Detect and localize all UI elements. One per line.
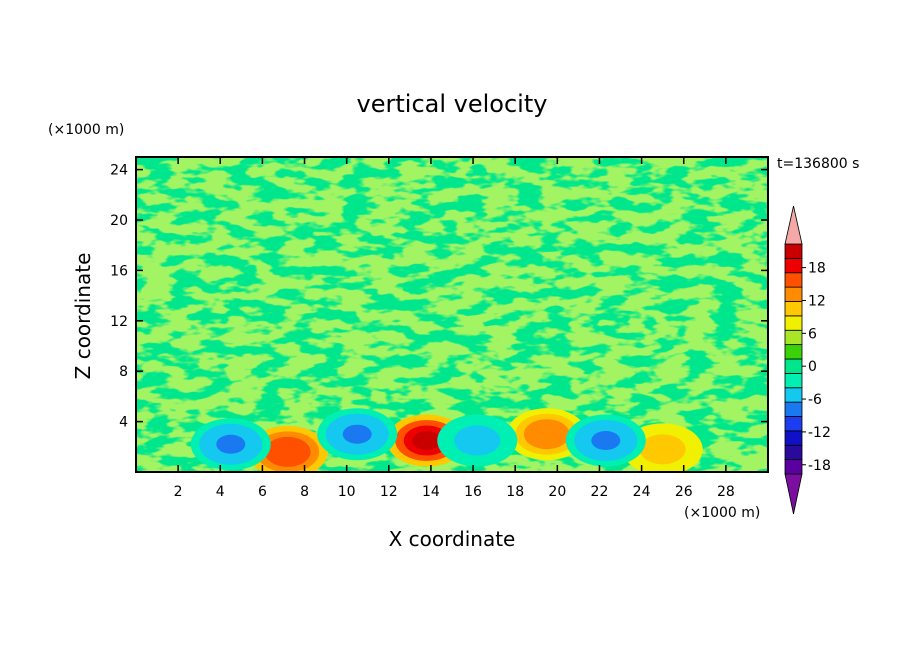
feature-layer <box>190 408 703 472</box>
x-tick-label: 26 <box>675 484 693 500</box>
downdraft-region <box>591 431 621 450</box>
x-axis-units: (×1000 m) <box>684 505 760 521</box>
colorbar-tick-label: -12 <box>808 425 831 441</box>
x-tick-label: 22 <box>591 484 609 500</box>
x-tick-label: 12 <box>380 484 398 500</box>
colorbar-tick-label: 18 <box>808 261 826 277</box>
x-tick-label: 14 <box>422 484 440 500</box>
downdraft-region <box>216 434 246 454</box>
x-tick-label: 2 <box>174 484 183 500</box>
colorbar-under-arrow <box>784 473 803 515</box>
x-tick-label: 20 <box>548 484 566 500</box>
colorbar-tick-label: 12 <box>808 293 826 309</box>
y-axis: 4 8 12 16 20 24 <box>110 163 768 431</box>
colorbar-swatch <box>784 358 803 374</box>
colorbar-swatch <box>784 329 803 346</box>
time-label: t=136800 s <box>777 156 859 172</box>
y-tick-label: 8 <box>119 364 128 380</box>
colorbar-tick-label: -6 <box>808 392 822 408</box>
y-tick-label: 16 <box>110 263 128 279</box>
colorbar: 18 12 6 0 -6 -12 -18 <box>784 205 831 515</box>
colorbar-swatch <box>784 372 803 389</box>
colorbar-swatch <box>784 444 803 461</box>
x-axis-label: X coordinate <box>389 527 516 551</box>
colorbar-tick-label: -18 <box>808 458 831 474</box>
colorbar-swatch <box>784 387 803 403</box>
colorbar-swatch <box>784 243 803 259</box>
downdraft-region <box>342 424 372 444</box>
updraft-region <box>273 442 303 462</box>
colorbar-swatch <box>784 459 803 475</box>
colorbar-swatch <box>784 272 803 288</box>
colorbar-tick-label: 0 <box>808 359 817 375</box>
colorbar-swatch <box>784 344 803 360</box>
colorbar-swatch <box>784 301 803 317</box>
x-tick-label: 10 <box>338 484 356 500</box>
chart-title: vertical velocity <box>357 90 548 118</box>
x-tick-label: 24 <box>633 484 651 500</box>
y-tick-label: 24 <box>110 163 128 179</box>
y-axis-label: Z coordinate <box>71 253 95 380</box>
colorbar-tick-label: 6 <box>808 326 817 342</box>
x-axis: 2 4 6 8 10 12 14 16 18 20 22 24 26 28 <box>174 157 735 500</box>
y-tick-label: 4 <box>119 415 128 431</box>
plot-area <box>136 157 768 472</box>
x-tick-label: 18 <box>506 484 524 500</box>
x-tick-label: 8 <box>300 484 309 500</box>
colorbar-swatch <box>784 315 803 331</box>
colorbar-swatch <box>784 286 803 302</box>
x-tick-label: 28 <box>717 484 735 500</box>
x-tick-label: 6 <box>258 484 267 500</box>
y-tick-label: 20 <box>110 213 128 229</box>
updraft-region <box>648 439 678 459</box>
colorbar-swatch <box>784 257 803 274</box>
x-tick-label: 16 <box>464 484 482 500</box>
colorbar-over-arrow <box>784 205 803 245</box>
colorbar-swatch <box>784 401 803 417</box>
colorbar-swatch <box>784 416 803 432</box>
plot-frame <box>135 156 769 473</box>
updraft-region <box>412 431 442 450</box>
y-axis-units: (×1000 m) <box>48 122 124 138</box>
y-tick-label: 12 <box>110 314 128 330</box>
x-tick-label: 4 <box>216 484 225 500</box>
updraft-region <box>532 424 562 444</box>
colorbar-swatch <box>784 430 803 446</box>
downdraft-region <box>462 431 492 450</box>
